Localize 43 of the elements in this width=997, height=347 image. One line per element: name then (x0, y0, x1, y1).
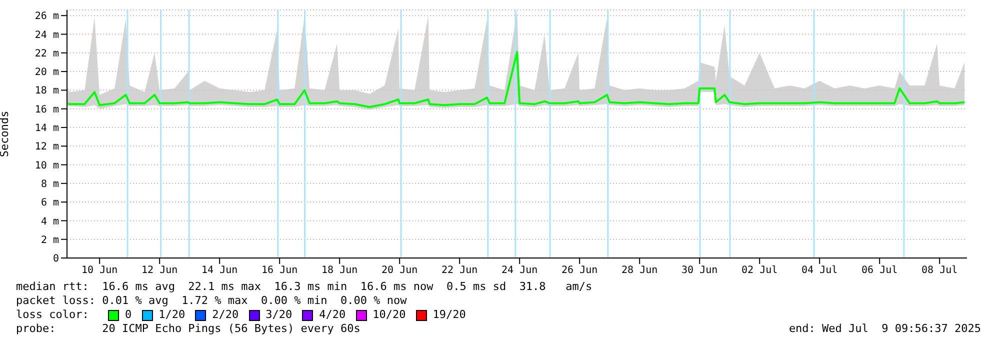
legend-label: 3/20 (266, 308, 292, 322)
y-tick-label: 6 m (40, 198, 59, 209)
x-tick-label: 02 Jul (742, 265, 778, 276)
y-tick-label: 20 m (34, 67, 59, 78)
y-tick-label: 12 m (34, 142, 59, 153)
y-tick-label: 24 m (34, 30, 59, 41)
y-tick-label: 22 m (34, 48, 59, 60)
line-series (67, 50, 966, 108)
legend-label: 4/20 (319, 308, 346, 322)
x-tick-label: 10 Jun (82, 265, 118, 276)
text: median rtt: 16.6 ms avg 22.1 ms max 16.3 ms min 16.6 ms now 0.5 ms sd 31.8 am/s (16, 280, 594, 294)
x-tick-label: 28 Jun (622, 265, 658, 276)
x-tick-label: 18 Jun (322, 265, 358, 276)
x-tick-label: 06 Jul (862, 265, 898, 276)
x-tick-label: 26 Jun (562, 265, 598, 276)
y-tick-label: 8 m (40, 178, 59, 190)
legend-title: loss color: (16, 308, 90, 322)
legend-label: 1/20 (158, 308, 186, 322)
text: packet loss: 0.01 % avg 1.72 % max 0.00 % min 0.00 % now (16, 294, 408, 308)
x-tick-label: 22 Jun (442, 265, 478, 276)
x-tick-label: 08 Jul (922, 265, 958, 276)
x-tick-label: 30 Jun (682, 265, 718, 276)
y-tick-label: 14 m (34, 123, 59, 134)
y-tick-label: 18 m (34, 86, 59, 97)
y-tick-label: 10 m (34, 160, 59, 172)
x-tick-label: 14 Jun (202, 265, 238, 276)
y-tick-label: 0 (52, 254, 59, 265)
y-axis-title: Seconds (0, 110, 11, 158)
x-tick-label: 20 Jun (382, 265, 418, 276)
legend-label: 2/20 (212, 308, 239, 322)
text: end: Wed Jul 9 09:56:37 2025 (788, 322, 981, 336)
x-tick-label: 12 Jun (142, 265, 178, 276)
x-tick-label: 04 Jul (802, 265, 838, 276)
y-tick-label: 26 m (34, 11, 59, 22)
y-tick-label: 4 m (40, 216, 59, 228)
x-tick-label: 24 Jun (502, 265, 538, 276)
x-tick-label: 16 Jun (262, 265, 298, 276)
y-tick-label: 16 m (34, 104, 59, 116)
y-tick-label: 2 m (40, 234, 59, 246)
legend-label: 0 (125, 308, 132, 322)
legend-label: 19/20 (432, 308, 466, 322)
legend-label: 10/20 (372, 308, 406, 322)
text: probe: 20 ICMP Echo Pings (56 Bytes) every 60s (16, 322, 360, 336)
